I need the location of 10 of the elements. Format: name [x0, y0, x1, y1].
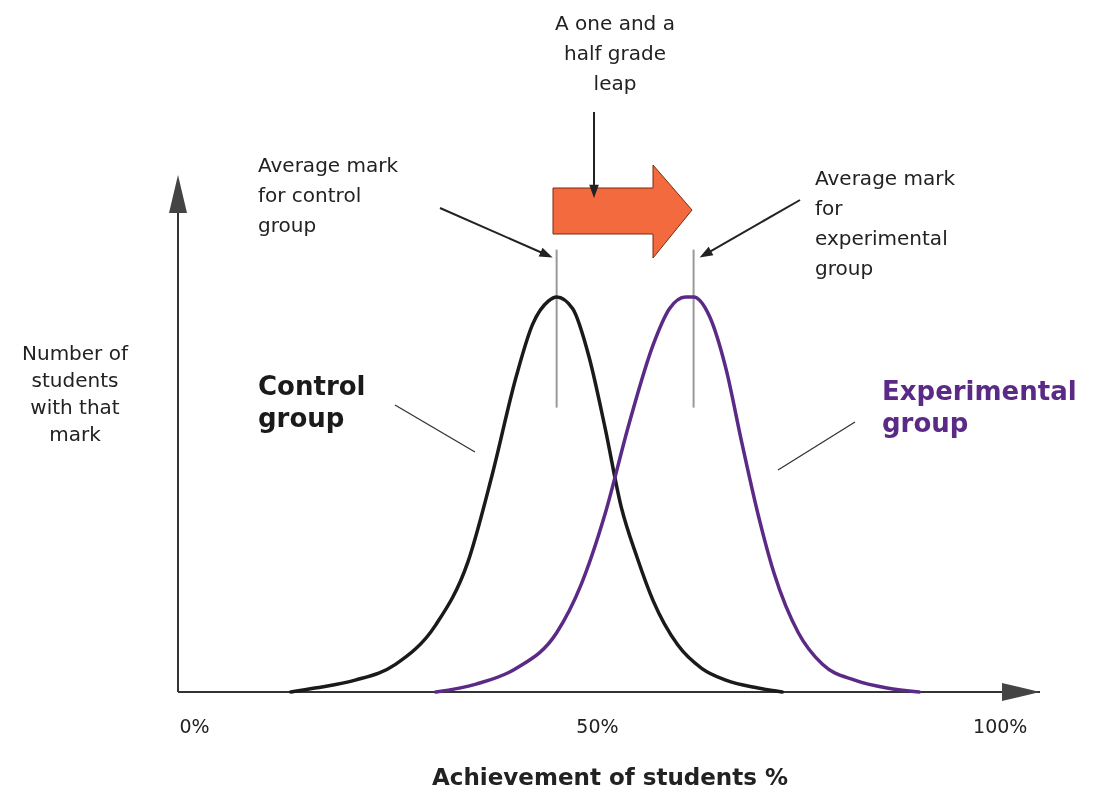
text: Control group: [258, 371, 366, 433]
x-axis-title: Achievement of students %: [432, 764, 788, 790]
x-tick-label: 50%: [576, 715, 619, 738]
y-axis-title: Number of students with that mark: [22, 341, 129, 446]
text: Average mark for experimental group: [815, 166, 956, 280]
text: Experimental group: [882, 376, 1077, 438]
text: Average mark for control group: [258, 153, 399, 237]
x-tick-label: 0%: [179, 715, 210, 738]
x-tick-label: 100%: [973, 715, 1028, 738]
text: A one and a half grade leap: [555, 11, 675, 95]
